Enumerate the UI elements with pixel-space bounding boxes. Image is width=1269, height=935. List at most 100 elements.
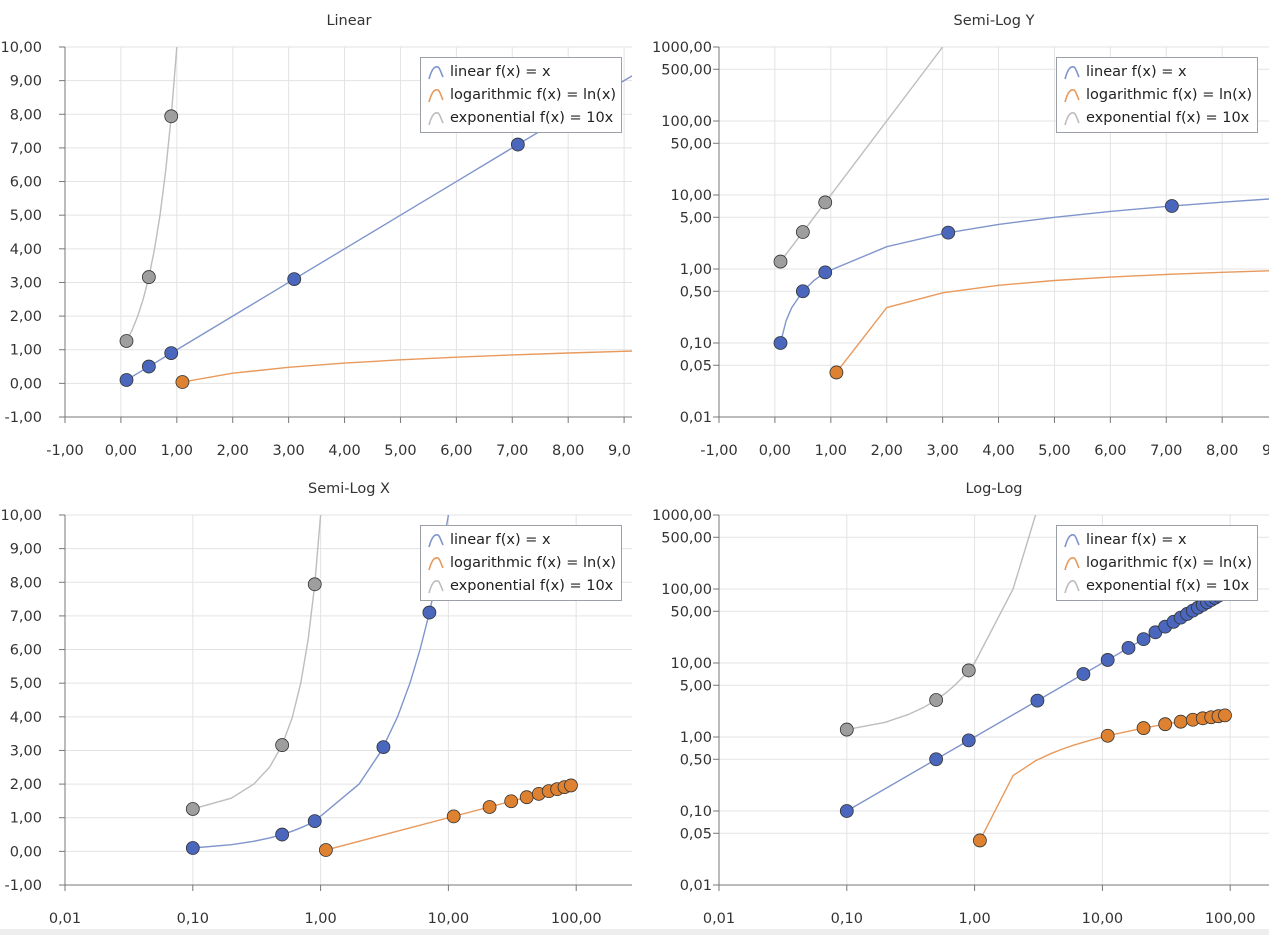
line-series-icon <box>1064 111 1080 125</box>
data-point-linear[interactable] <box>307 814 322 828</box>
y-tick-label: 1,00 <box>10 811 42 827</box>
data-point-exponential[interactable] <box>185 802 200 816</box>
line-series-icon <box>428 533 444 547</box>
y-tick-label: 500,00 <box>661 62 712 78</box>
data-point-exponential[interactable] <box>929 693 944 707</box>
legend-semi-log-y: linear f(x) = x logarithmic f(x) = ln(x)… <box>1056 57 1259 133</box>
y-tick-label: 8,00 <box>10 575 42 591</box>
legend-label-logarithmic: logarithmic f(x) = ln(x) <box>1086 554 1253 571</box>
chart-panel-semi-log-x: 0,010,101,0010,00100,001000,00-1,000,001… <box>0 468 632 929</box>
data-point-linear[interactable] <box>1136 632 1151 647</box>
y-tick-label: 3,00 <box>10 743 42 759</box>
data-point-logarithmic[interactable] <box>829 365 844 380</box>
y-tick-label: 10,00 <box>0 508 42 524</box>
x-tick-label: 0,10 <box>831 911 863 927</box>
x-tick-label: 2,00 <box>217 443 249 459</box>
y-tick-label: 4,00 <box>10 242 42 258</box>
y-tick-label: 9,00 <box>10 74 42 90</box>
data-point-logarithmic[interactable] <box>564 778 578 793</box>
data-point-linear[interactable] <box>510 137 525 152</box>
data-point-linear[interactable] <box>1121 640 1136 655</box>
data-point-exponential[interactable] <box>773 254 788 269</box>
data-point-linear[interactable] <box>961 733 976 748</box>
y-tick-label: 5,00 <box>680 678 712 694</box>
data-point-logarithmic[interactable] <box>175 375 190 389</box>
data-point-exponential[interactable] <box>119 334 134 348</box>
data-point-linear[interactable] <box>422 605 437 620</box>
data-point-logarithmic[interactable] <box>446 809 461 824</box>
data-point-exponential[interactable] <box>961 663 976 678</box>
chart-title: Log-Log <box>965 481 1022 497</box>
data-point-linear[interactable] <box>164 346 179 360</box>
y-tick-label: 4,00 <box>10 710 42 726</box>
y-tick-label: 0,10 <box>680 804 712 820</box>
y-tick-label: -1,00 <box>4 878 42 894</box>
data-point-logarithmic[interactable] <box>318 843 333 857</box>
y-tick-label: 50,00 <box>670 604 712 620</box>
data-point-exponential[interactable] <box>164 109 179 124</box>
data-point-linear[interactable] <box>795 284 810 299</box>
data-point-linear[interactable] <box>287 272 302 286</box>
series-markers <box>839 585 1232 848</box>
data-point-linear[interactable] <box>185 841 200 855</box>
legend-label-exponential: exponential f(x) = 10x <box>1086 109 1250 126</box>
x-tick-label: 0,01 <box>49 911 81 927</box>
data-point-logarithmic[interactable] <box>1100 728 1115 743</box>
data-point-linear[interactable] <box>929 752 944 767</box>
x-tick-label: 10,00 <box>1082 911 1124 927</box>
data-point-linear[interactable] <box>1076 667 1091 681</box>
x-tick-label: -1,00 <box>700 443 738 459</box>
data-point-exponential[interactable] <box>275 738 290 752</box>
legend-item-exponential: exponential f(x) = 10x <box>1063 106 1252 129</box>
data-point-linear[interactable] <box>119 373 134 387</box>
x-tick-label: 4,00 <box>982 443 1014 459</box>
data-point-linear[interactable] <box>1164 199 1179 213</box>
x-tick-label: 8,00 <box>552 443 584 459</box>
data-point-logarithmic[interactable] <box>1158 717 1173 732</box>
data-point-linear[interactable] <box>1030 693 1045 708</box>
legend-item-linear: linear f(x) = x <box>427 60 616 83</box>
data-point-linear[interactable] <box>141 359 156 374</box>
y-tick-label: 6,00 <box>10 643 42 659</box>
legend-semi-log-x: linear f(x) = x logarithmic f(x) = ln(x)… <box>420 525 623 601</box>
series-markers <box>185 577 578 857</box>
x-tick-label: 100,00 <box>551 911 602 927</box>
x-tick-label: -1,00 <box>46 443 84 459</box>
data-point-logarithmic[interactable] <box>1136 721 1151 735</box>
data-point-exponential[interactable] <box>307 577 322 592</box>
y-tick-label: 3,00 <box>10 275 42 291</box>
data-point-logarithmic[interactable] <box>1218 708 1232 723</box>
y-tick-label: 7,00 <box>10 609 42 625</box>
legend-label-linear: linear f(x) = x <box>1086 531 1187 548</box>
chart-title: Linear <box>326 13 371 29</box>
data-point-linear[interactable] <box>839 804 854 818</box>
data-point-logarithmic[interactable] <box>482 800 497 814</box>
y-tick-label: 0,10 <box>680 336 712 352</box>
data-point-linear[interactable] <box>941 225 956 240</box>
y-tick-label: 10,00 <box>670 656 712 672</box>
legend-item-linear: linear f(x) = x <box>1063 528 1252 551</box>
data-point-logarithmic[interactable] <box>1173 714 1188 729</box>
x-tick-label: 7,00 <box>496 443 528 459</box>
x-tick-label: 2,00 <box>871 443 903 459</box>
data-point-linear[interactable] <box>376 740 391 754</box>
data-point-exponential[interactable] <box>818 195 833 210</box>
chart-title: Semi-Log Y <box>954 13 1035 29</box>
data-point-linear[interactable] <box>1100 653 1115 667</box>
data-point-linear[interactable] <box>818 265 833 280</box>
data-point-linear[interactable] <box>773 336 788 350</box>
data-point-exponential[interactable] <box>839 722 854 737</box>
x-tick-label: 8,00 <box>1206 443 1238 459</box>
y-tick-label: 10,00 <box>0 40 42 56</box>
y-tick-label: 1000,00 <box>652 508 712 524</box>
line-series-icon <box>1064 556 1080 570</box>
data-point-logarithmic[interactable] <box>519 790 534 805</box>
data-point-exponential[interactable] <box>141 270 156 284</box>
y-tick-label: 5,00 <box>10 676 42 692</box>
y-tick-label: 0,01 <box>680 410 712 426</box>
y-tick-label: -1,00 <box>4 410 42 426</box>
data-point-logarithmic[interactable] <box>504 794 519 809</box>
data-point-exponential[interactable] <box>795 225 810 239</box>
data-point-logarithmic[interactable] <box>972 833 987 848</box>
data-point-linear[interactable] <box>275 827 290 842</box>
